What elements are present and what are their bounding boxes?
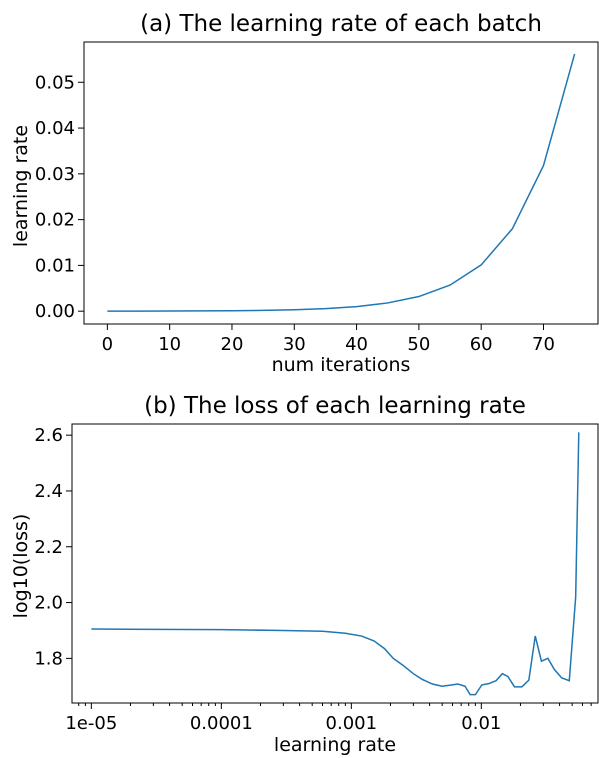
x-tick-label: 70 [532,334,555,355]
chart-learning-rate: (a) The learning rate of each batch num … [10,11,599,376]
y-tick-label: 2.4 [34,481,63,502]
y-tick-label: 0.03 [35,164,75,185]
y-axis-label: log10(loss) [10,514,32,619]
x-tick-label: 0.001 [326,713,378,734]
y-tick-label: 1.8 [34,648,63,669]
x-axis-label: learning rate [274,734,396,756]
plot-frame [71,423,599,704]
chart-title: (b) The loss of each learning rate [144,393,526,419]
y-axis-label: learning rate [10,125,32,247]
y-tick-label: 0.04 [35,118,75,139]
x-tick-label: 0 [102,334,113,355]
y-tick-label: 0.02 [35,210,75,231]
x-tick-label: 50 [407,334,430,355]
y-tick-label: 0.05 [35,72,75,93]
x-tick-label: 0.01 [461,713,501,734]
y-tick-label: 2.0 [34,593,63,614]
plot-frame [83,41,599,325]
chart-loss: (b) The loss of each learning rate learn… [10,393,599,756]
y-tick-label: 0.01 [35,255,75,276]
y-tick-label: 2.2 [34,537,63,558]
y-tick-label: 0.00 [35,301,75,322]
x-tick-label: 20 [221,334,244,355]
x-tick-label: 30 [283,334,306,355]
x-tick-label: 0.0001 [190,713,253,734]
x-axis-label: num iterations [272,354,411,376]
y-tick-label: 2.6 [34,425,63,446]
x-tick-label: 1e-05 [65,713,117,734]
x-tick-label: 10 [158,334,181,355]
x-tick-label: 60 [470,334,493,355]
series-line [107,53,576,312]
series-line [91,432,580,696]
x-tick-label: 40 [345,334,368,355]
chart-title: (a) The learning rate of each batch [140,11,542,37]
